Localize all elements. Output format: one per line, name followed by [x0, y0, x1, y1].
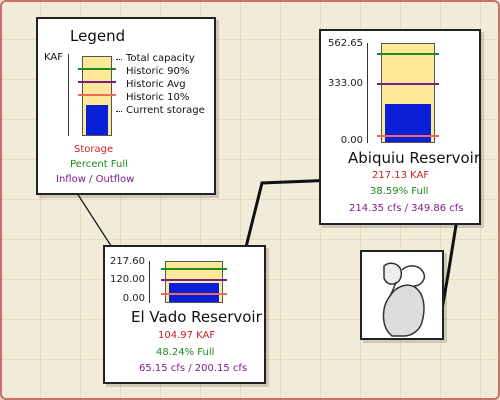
- legend-h10-line: [78, 94, 116, 96]
- legend-item-historic-10: Historic 10%: [126, 92, 190, 103]
- elvado-storage-bar: [169, 282, 219, 302]
- elvado-axis: [149, 261, 150, 303]
- legend-h90-line: [78, 68, 116, 70]
- hand-pointer-icon: [382, 262, 426, 337]
- legend-axis: [68, 54, 69, 136]
- elvado-tick-min: 0.00: [122, 293, 145, 304]
- abiquiu-h10-line: [377, 134, 439, 137]
- abiquiu-havg-line: [377, 82, 439, 85]
- legend-storage-bar: [86, 105, 108, 135]
- abiquiu-axis: [367, 43, 368, 143]
- legend-title: Legend: [70, 27, 126, 45]
- legend-item-historic-90: Historic 90%: [126, 66, 190, 77]
- legend-connector: [74, 189, 116, 253]
- abiquiu-percent: 38.59% Full: [370, 186, 429, 197]
- hand-pointer-panel[interactable]: [360, 250, 444, 340]
- legend-capacity-dots: [116, 59, 122, 60]
- legend-item-historic-avg: Historic Avg: [126, 79, 186, 90]
- legend-item-current-storage: Current storage: [126, 105, 205, 116]
- elvado-name: El Vado Reservoir: [131, 308, 262, 326]
- legend-item-total-capacity: Total capacity: [126, 53, 195, 64]
- abiquiu-name: Abiquiu Reservoir: [348, 149, 480, 167]
- abiquiu-h90-line: [377, 53, 439, 56]
- abiquiu-connector: [242, 178, 337, 256]
- legend-havg-line: [78, 81, 116, 83]
- abiquiu-tick-max: 562.65: [328, 38, 363, 49]
- elvado-tick-max: 217.60: [110, 256, 145, 267]
- abiquiu-storage: 217.13 KAF: [372, 170, 430, 181]
- elvado-percent: 48.24% Full: [156, 347, 215, 358]
- legend-current-dots: [116, 111, 122, 112]
- abiquiu-tick-avg: 333.00: [328, 78, 363, 89]
- legend-percent-label: Percent Full: [70, 159, 128, 170]
- elvado-flow: 65.15 cfs / 200.15 cfs: [139, 363, 248, 374]
- abiquiu-flow: 214.35 cfs / 349.86 cfs: [349, 203, 464, 214]
- legend-storage-label: Storage: [74, 144, 114, 155]
- elvado-havg-line: [161, 278, 227, 281]
- reservoir-panel-abiquiu[interactable]: 562.65 333.00 0.00 Abiquiu Reservoir 217…: [319, 29, 481, 225]
- reservoir-panel-elvado[interactable]: 217.60 120.00 0.00 El Vado Reservoir 104…: [103, 245, 266, 384]
- legend-flow-label: Inflow / Outflow: [56, 174, 135, 185]
- elvado-storage: 104.97 KAF: [158, 330, 216, 341]
- elvado-tick-avg: 120.00: [110, 274, 145, 285]
- elvado-h90-line: [161, 268, 227, 271]
- abiquiu-tick-min: 0.00: [340, 135, 363, 146]
- legend-unit: KAF: [44, 52, 63, 63]
- elvado-h10-line: [161, 293, 227, 296]
- legend-panel: Legend KAF Total capacity Historic 90% H…: [36, 17, 216, 195]
